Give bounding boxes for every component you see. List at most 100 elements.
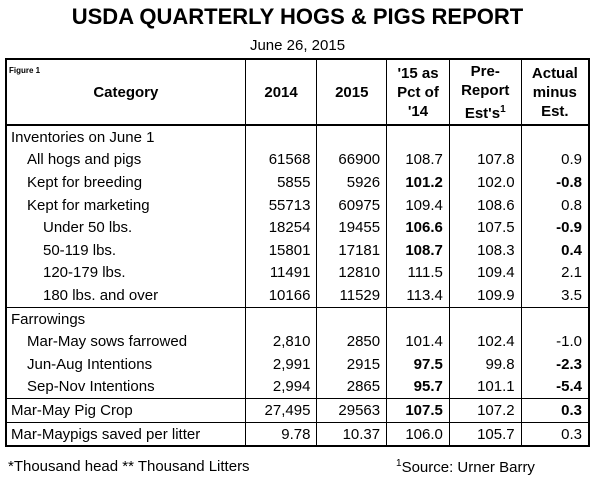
cell: 101.1 [448, 375, 522, 399]
column-header: Actual minus Est. [520, 59, 590, 126]
cell: 105.7 [448, 422, 522, 447]
cell: 0.8 [520, 193, 590, 217]
cell: 2,994 [244, 375, 318, 399]
header-row: Figure 1 Category 2014 2015 '15 as Pct of '1… [5, 59, 590, 126]
table-row: Jun-Aug Intentions 2,991 2915 97.5 99.8 -2.3 [5, 352, 590, 376]
cell: 19455 [316, 216, 388, 239]
figure-label: Figure 1 [9, 66, 41, 75]
cell [386, 125, 450, 149]
table-row: Mar-Maypigs saved per litter 9.78 10.37 106… [5, 422, 590, 447]
cell: 2,991 [244, 352, 318, 376]
cell: 55713 [244, 193, 318, 217]
footnote-mark: 1 [396, 458, 402, 469]
cell: 0.4 [520, 238, 590, 262]
source-note: 1Source: Urner Barry [396, 458, 535, 476]
row-label: Jun-Aug Intentions [5, 352, 246, 376]
cell: 109.9 [448, 284, 522, 308]
row-label: Mar-May Pig Crop [5, 398, 246, 423]
cell: 9.78 [244, 422, 318, 447]
cell: 99.8 [448, 352, 522, 376]
row-group: Inventories on June 1 All hogs and pigs 61… [5, 125, 590, 308]
cell: 101.4 [386, 330, 450, 353]
table-row: Kept for marketing 55713 60975 109.4 108.6 0.… [5, 193, 590, 217]
cell: 2865 [316, 375, 388, 399]
table-row: Kept for breeding 5855 5926 101.2 102.0 -0.8 [5, 171, 590, 194]
cell: 10166 [244, 284, 318, 308]
cell: 107.5 [448, 216, 522, 239]
row-label: All hogs and pigs [5, 148, 246, 172]
title: USDA QUARTERLY HOGS & PIGS REPORT [71, 4, 524, 29]
table-row: Mar-May sows farrowed 2,810 2850 101.4 102.4… [5, 330, 590, 353]
column-header-text: Category [93, 83, 159, 101]
footnote-mark: 1 [500, 103, 506, 115]
cell [386, 307, 450, 331]
table-row: Inventories on June 1 [5, 125, 590, 149]
cell: 17181 [316, 238, 388, 262]
column-header: '15 as Pct of '14 [386, 59, 450, 126]
row-label: Kept for breeding [5, 171, 246, 194]
row-group: Mar-Maypigs saved per litter 9.78 10.37 106… [5, 422, 590, 447]
column-header-text: Actual minus Est. [531, 64, 578, 120]
cell: 5855 [244, 171, 318, 194]
row-label: 180 lbs. and over [5, 284, 246, 308]
cell: 2850 [316, 330, 388, 353]
column-header-text: Pre-Report Est's [461, 62, 510, 122]
cell: -5.4 [520, 375, 590, 399]
cell [244, 125, 318, 149]
cell: -0.8 [520, 171, 590, 194]
table-row: Under 50 lbs. 18254 19455 106.6 107.5 -0.9 [5, 216, 590, 239]
row-group: Mar-May Pig Crop 27,495 29563 107.5 107.2 0.3 [5, 398, 590, 423]
row-label: 120-179 lbs. [5, 261, 246, 285]
cell: 12810 [316, 261, 388, 285]
cell: 10.37 [316, 422, 388, 447]
row-label: Kept for marketing [5, 193, 246, 217]
cell: 108.6 [448, 193, 522, 217]
date: June 26, 2015 [249, 37, 346, 54]
column-header: Figure 1 Category [5, 59, 246, 126]
cell: 11529 [316, 284, 388, 308]
source-text: Source: Urner Barry [401, 459, 535, 476]
cell [316, 307, 388, 331]
table-row: Sep-Nov Intentions 2,994 2865 95.7 101.1 -5.4 [5, 375, 590, 399]
cell: 0.3 [520, 398, 590, 423]
cell: 3.5 [520, 284, 590, 308]
cell: 97.5 [386, 352, 450, 376]
cell: 60975 [316, 193, 388, 217]
table-row: 120-179 lbs. 11491 12810 111.5 109.4 2.1 [5, 261, 590, 285]
table-row: Farrowings [5, 307, 590, 331]
cell: -1.0 [520, 330, 590, 353]
cell [520, 307, 590, 331]
cell: 102.4 [448, 330, 522, 353]
cell: 106.0 [386, 422, 450, 447]
cell: 106.6 [386, 216, 450, 239]
cell: 107.2 [448, 398, 522, 423]
cell: 101.2 [386, 171, 450, 194]
cell: 95.7 [386, 375, 450, 399]
column-header-text: 2014 [264, 83, 298, 101]
cell: 111.5 [386, 261, 450, 285]
column-header: 2015 [316, 59, 388, 126]
cell: 102.0 [448, 171, 522, 194]
cell: 109.4 [386, 193, 450, 217]
cell: 109.4 [448, 261, 522, 285]
cell: 27,495 [244, 398, 318, 423]
cell [244, 307, 318, 331]
cell: 113.4 [386, 284, 450, 308]
cell: 108.7 [386, 238, 450, 262]
cell: 2,810 [244, 330, 318, 353]
cell: 11491 [244, 261, 318, 285]
units-note: *Thousand head ** Thousand Litters [8, 458, 250, 475]
row-label: Mar-Maypigs saved per litter [5, 422, 246, 447]
cell: 108.7 [386, 148, 450, 172]
table-row: 180 lbs. and over 10166 11529 113.4 109.9 3.5 [5, 284, 590, 308]
cell: 0.3 [520, 422, 590, 447]
cell [520, 125, 590, 149]
report-table: Figure 1 Category 2014 2015 '15 as Pct of '1… [5, 58, 590, 448]
row-label: Farrowings [5, 307, 246, 331]
cell [448, 307, 522, 331]
cell: 2.1 [520, 261, 590, 285]
row-group: Farrowings Mar-May sows farrowed 2,810 2850… [5, 307, 590, 399]
cell: 107.5 [386, 398, 450, 423]
cell [316, 125, 388, 149]
